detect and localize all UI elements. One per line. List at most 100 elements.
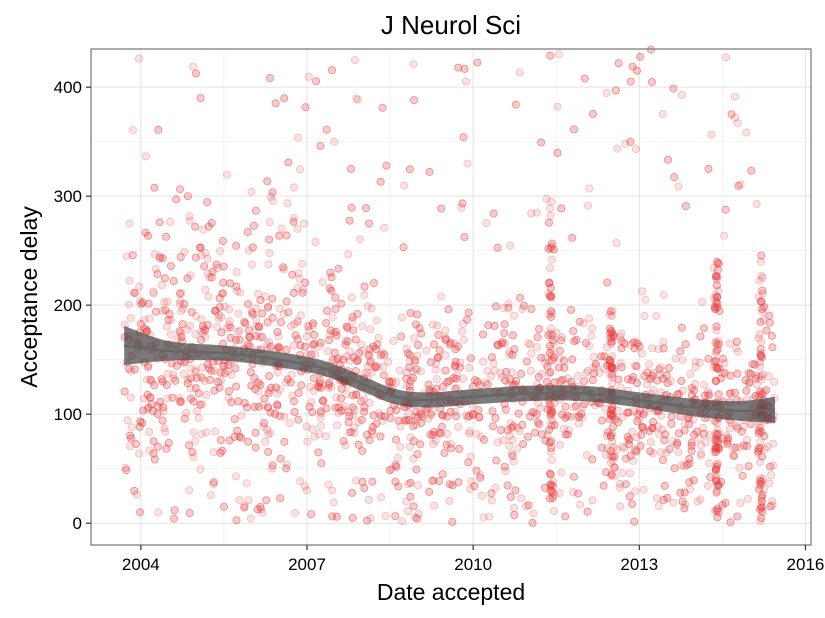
scatter-point bbox=[128, 126, 137, 135]
scatter-point bbox=[233, 426, 242, 435]
scatter-point bbox=[371, 345, 380, 354]
scatter-point bbox=[616, 502, 625, 511]
scatter-point bbox=[379, 371, 388, 380]
scatter-point bbox=[554, 363, 563, 372]
scatter-point bbox=[163, 394, 172, 403]
scatter-point bbox=[240, 317, 249, 326]
scatter-point bbox=[623, 408, 632, 417]
scatter-point bbox=[256, 502, 265, 511]
scatter-point bbox=[379, 362, 388, 371]
scatter-point bbox=[409, 421, 418, 430]
scatter-point bbox=[400, 181, 409, 190]
scatter-point bbox=[462, 411, 471, 420]
scatter-point bbox=[369, 411, 378, 420]
scatter-point bbox=[757, 493, 766, 502]
scatter-point bbox=[282, 231, 291, 240]
scatter-point bbox=[235, 288, 244, 297]
scatter-point bbox=[362, 516, 371, 525]
scatter-point bbox=[607, 364, 616, 373]
scatter-point bbox=[441, 351, 450, 360]
scatter-point bbox=[358, 415, 367, 424]
scatter-point bbox=[711, 304, 720, 313]
scatter-point bbox=[526, 366, 535, 375]
scatter-point bbox=[756, 345, 765, 354]
scatter-point bbox=[280, 94, 289, 103]
scatter-point bbox=[548, 494, 557, 503]
scatter-point bbox=[403, 349, 412, 358]
scatter-point bbox=[344, 250, 353, 259]
scatter-point bbox=[758, 491, 767, 500]
scatter-point bbox=[548, 494, 557, 503]
scatter-point bbox=[655, 429, 664, 438]
scatter-point bbox=[142, 375, 151, 384]
scatter-point bbox=[326, 326, 335, 335]
scatter-point bbox=[743, 442, 752, 451]
scatter-point bbox=[353, 309, 362, 318]
scatter-point bbox=[428, 320, 437, 329]
scatter-point bbox=[327, 273, 336, 282]
scatter-point bbox=[148, 406, 157, 415]
scatter-point bbox=[300, 342, 309, 351]
scatter-point bbox=[645, 360, 654, 369]
scatter-point bbox=[597, 443, 606, 452]
scatter-point bbox=[179, 369, 188, 378]
scatter-point bbox=[697, 441, 706, 450]
scatter-point bbox=[197, 315, 206, 324]
scatter-point bbox=[484, 321, 493, 330]
scatter-point bbox=[508, 436, 517, 445]
scatter-point bbox=[412, 514, 421, 523]
scatter-point bbox=[606, 329, 615, 338]
scatter-point bbox=[347, 203, 356, 212]
scatter-point bbox=[405, 382, 414, 391]
scatter-point bbox=[298, 288, 307, 297]
scatter-point bbox=[678, 386, 687, 395]
scatter-point bbox=[620, 339, 629, 348]
scatter-point bbox=[207, 366, 216, 375]
scatter-point bbox=[481, 378, 490, 387]
scatter-point bbox=[360, 395, 369, 404]
scatter-point bbox=[240, 398, 249, 407]
scatter-point bbox=[265, 74, 274, 83]
scatter-point bbox=[537, 138, 546, 147]
scatter-point bbox=[713, 459, 722, 468]
scatter-point bbox=[373, 340, 382, 349]
scatter-point bbox=[605, 334, 614, 343]
scatter-point bbox=[379, 371, 388, 380]
scatter-point bbox=[293, 284, 302, 293]
scatter-point bbox=[312, 77, 321, 86]
scatter-point bbox=[448, 481, 457, 490]
scatter-point bbox=[452, 374, 461, 383]
scatter-point bbox=[198, 374, 207, 383]
scatter-point bbox=[531, 428, 540, 437]
scatter-point bbox=[711, 376, 720, 385]
scatter-point bbox=[460, 64, 469, 73]
scatter-point bbox=[712, 506, 721, 515]
scatter-point bbox=[406, 376, 415, 385]
scatter-point bbox=[757, 375, 766, 384]
scatter-point bbox=[713, 345, 722, 354]
scatter-point bbox=[153, 269, 162, 278]
scatter-point bbox=[721, 205, 730, 214]
scatter-point bbox=[363, 302, 372, 311]
scatter-point bbox=[166, 261, 175, 270]
scatter-point bbox=[348, 313, 357, 322]
scatter-point bbox=[429, 427, 438, 436]
scatter-point bbox=[162, 232, 171, 241]
scatter-point bbox=[271, 383, 280, 392]
scatter-point bbox=[624, 375, 633, 384]
scatter-point bbox=[607, 337, 616, 346]
scatter-point bbox=[290, 407, 299, 416]
scatter-point bbox=[629, 338, 638, 347]
scatter-point bbox=[215, 303, 224, 312]
scatter-point bbox=[500, 462, 509, 471]
scatter-point bbox=[561, 512, 570, 521]
scatter-point bbox=[712, 437, 721, 446]
scatter-point bbox=[639, 485, 648, 494]
scatter-point bbox=[442, 412, 451, 421]
scatter-point bbox=[293, 224, 302, 233]
scatter-point bbox=[369, 342, 378, 351]
scatter-point bbox=[757, 514, 766, 523]
scatter-point bbox=[175, 327, 184, 336]
scatter-point bbox=[196, 94, 205, 103]
scatter-point bbox=[756, 479, 765, 488]
